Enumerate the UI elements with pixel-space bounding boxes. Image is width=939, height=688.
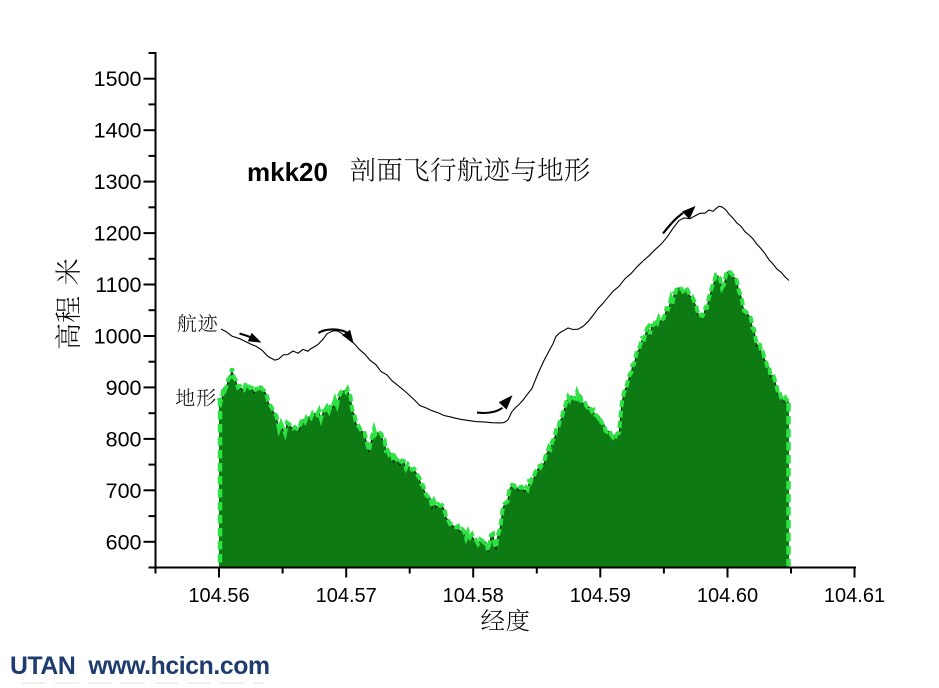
svg-text:UTAN www.hcicn.com: UTAN www.hcicn.com: [10, 653, 270, 680]
svg-text:1300: 1300: [94, 170, 142, 194]
svg-text:104.59: 104.59: [570, 585, 631, 607]
svg-text:1200: 1200: [94, 222, 142, 246]
svg-text:104.57: 104.57: [316, 585, 377, 607]
svg-text:104.60: 104.60: [697, 585, 758, 607]
svg-text:600: 600: [106, 530, 142, 554]
svg-text:1000: 1000: [94, 325, 142, 349]
svg-text:700: 700: [106, 479, 142, 503]
svg-text:104.58: 104.58: [443, 585, 504, 607]
svg-text:1100: 1100: [95, 273, 141, 297]
svg-text:900: 900: [106, 376, 142, 400]
svg-text:104.56: 104.56: [188, 585, 249, 607]
svg-text:800: 800: [106, 427, 142, 451]
svg-text:mkk20: mkk20: [247, 157, 328, 187]
svg-text:1400: 1400: [94, 119, 142, 143]
svg-text:1500: 1500: [94, 67, 142, 91]
svg-text:104.61: 104.61: [824, 585, 885, 607]
